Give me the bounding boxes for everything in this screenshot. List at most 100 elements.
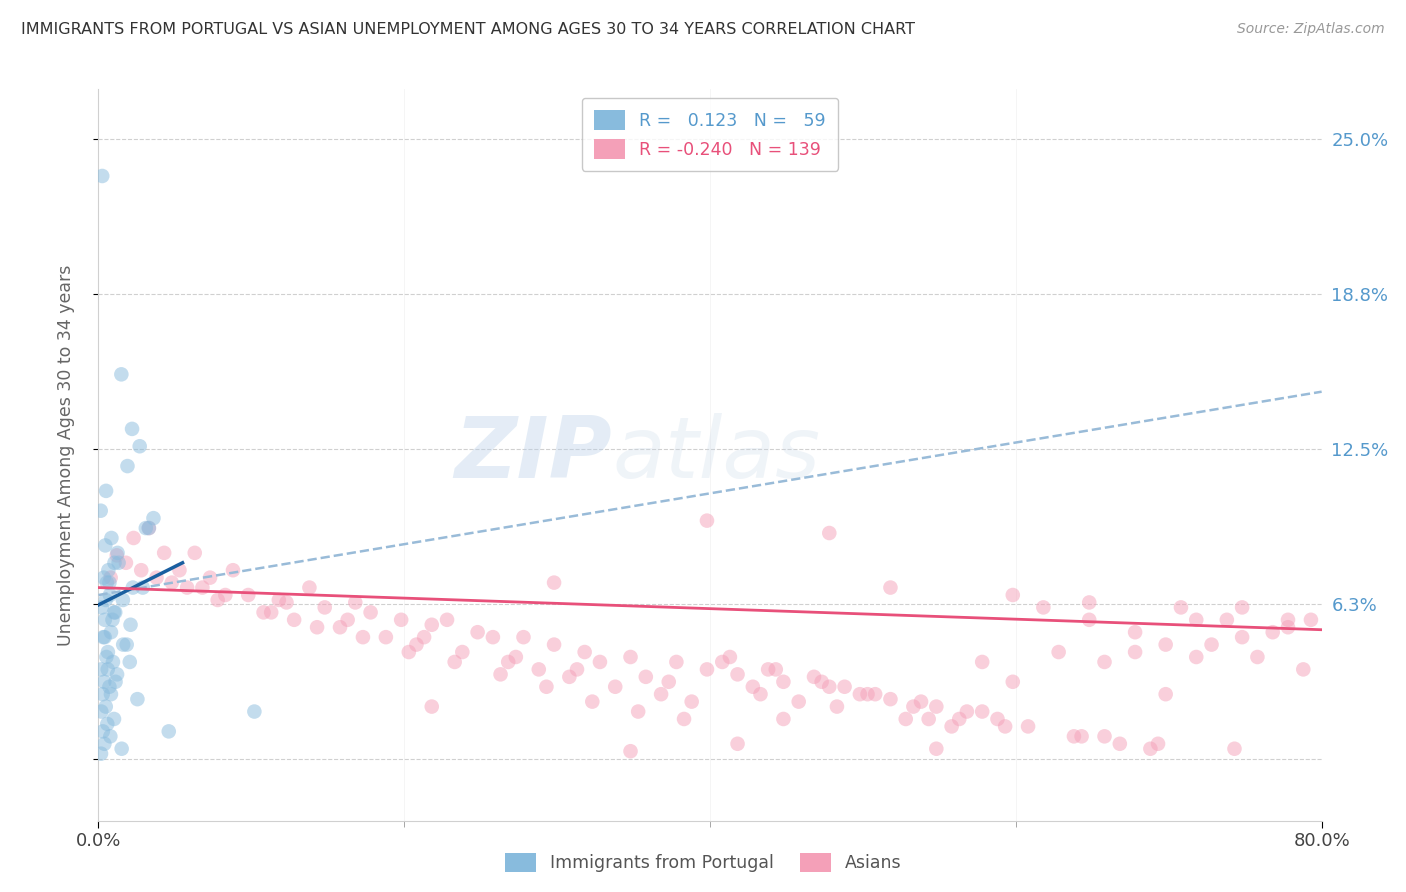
Point <box>1032 600 1054 615</box>
Point <box>696 514 718 528</box>
Point <box>1185 650 1208 665</box>
Point <box>1261 625 1284 640</box>
Point <box>90 504 112 518</box>
Point <box>581 695 603 709</box>
Point <box>91 169 114 183</box>
Point <box>267 593 290 607</box>
Point <box>420 617 443 632</box>
Point <box>925 741 948 756</box>
Point <box>803 670 825 684</box>
Point <box>1277 613 1299 627</box>
Point <box>198 571 221 585</box>
Point <box>634 670 657 684</box>
Point <box>1070 729 1092 743</box>
Point <box>153 546 176 560</box>
Point <box>111 593 134 607</box>
Point <box>90 600 112 615</box>
Point <box>103 606 125 620</box>
Point <box>413 630 436 644</box>
Point <box>104 606 127 620</box>
Point <box>627 705 650 719</box>
Point <box>398 645 420 659</box>
Point <box>1277 620 1299 634</box>
Point <box>93 674 115 689</box>
Point <box>94 613 117 627</box>
Point <box>1001 674 1024 689</box>
Point <box>1108 737 1130 751</box>
Point <box>96 650 118 665</box>
Point <box>107 556 129 570</box>
Point <box>90 662 112 676</box>
Point <box>238 588 260 602</box>
Point <box>96 575 118 590</box>
Point <box>100 531 122 545</box>
Point <box>207 593 229 607</box>
Point <box>619 650 641 665</box>
Point <box>467 625 489 640</box>
Point <box>489 667 512 681</box>
Point <box>565 662 588 676</box>
Legend: R =   0.123   N =   59, R = -0.240   N = 139: R = 0.123 N = 59, R = -0.240 N = 139 <box>582 98 838 171</box>
Point <box>122 531 145 545</box>
Point <box>772 674 794 689</box>
Point <box>98 680 121 694</box>
Point <box>918 712 941 726</box>
Point <box>711 655 734 669</box>
Point <box>558 670 581 684</box>
Point <box>129 563 152 577</box>
Point <box>1078 595 1101 609</box>
Point <box>1017 719 1039 733</box>
Point <box>110 368 132 382</box>
Point <box>90 705 112 719</box>
Point <box>443 655 465 669</box>
Point <box>972 705 994 719</box>
Point <box>93 630 115 644</box>
Point <box>818 680 841 694</box>
Point <box>160 575 183 590</box>
Point <box>105 667 128 681</box>
Point <box>650 687 672 701</box>
Point <box>98 729 121 743</box>
Point <box>727 737 749 751</box>
Point <box>1123 645 1146 659</box>
Point <box>314 600 336 615</box>
Point <box>138 521 160 535</box>
Point <box>135 521 157 535</box>
Point <box>222 563 245 577</box>
Point <box>243 705 266 719</box>
Point <box>589 655 612 669</box>
Text: atlas: atlas <box>612 413 820 497</box>
Point <box>103 556 125 570</box>
Point <box>1063 729 1085 743</box>
Point <box>104 674 127 689</box>
Point <box>117 459 139 474</box>
Point <box>482 630 505 644</box>
Point <box>101 655 124 669</box>
Point <box>543 638 565 652</box>
Point <box>176 581 198 595</box>
Point <box>619 744 641 758</box>
Point <box>374 630 396 644</box>
Point <box>91 630 114 644</box>
Point <box>574 645 596 659</box>
Point <box>948 712 970 726</box>
Point <box>94 699 117 714</box>
Point <box>142 511 165 525</box>
Point <box>1154 638 1177 652</box>
Point <box>96 717 118 731</box>
Point <box>718 650 741 665</box>
Y-axis label: Unemployment Among Ages 30 to 34 years: Unemployment Among Ages 30 to 34 years <box>56 264 75 646</box>
Point <box>527 662 550 676</box>
Point <box>994 719 1017 733</box>
Point <box>1246 650 1268 665</box>
Point <box>512 630 534 644</box>
Point <box>389 613 412 627</box>
Point <box>120 617 142 632</box>
Point <box>972 655 994 669</box>
Point <box>112 638 135 652</box>
Point <box>298 581 321 595</box>
Point <box>1154 687 1177 701</box>
Point <box>276 595 298 609</box>
Point <box>1170 600 1192 615</box>
Point <box>132 581 155 595</box>
